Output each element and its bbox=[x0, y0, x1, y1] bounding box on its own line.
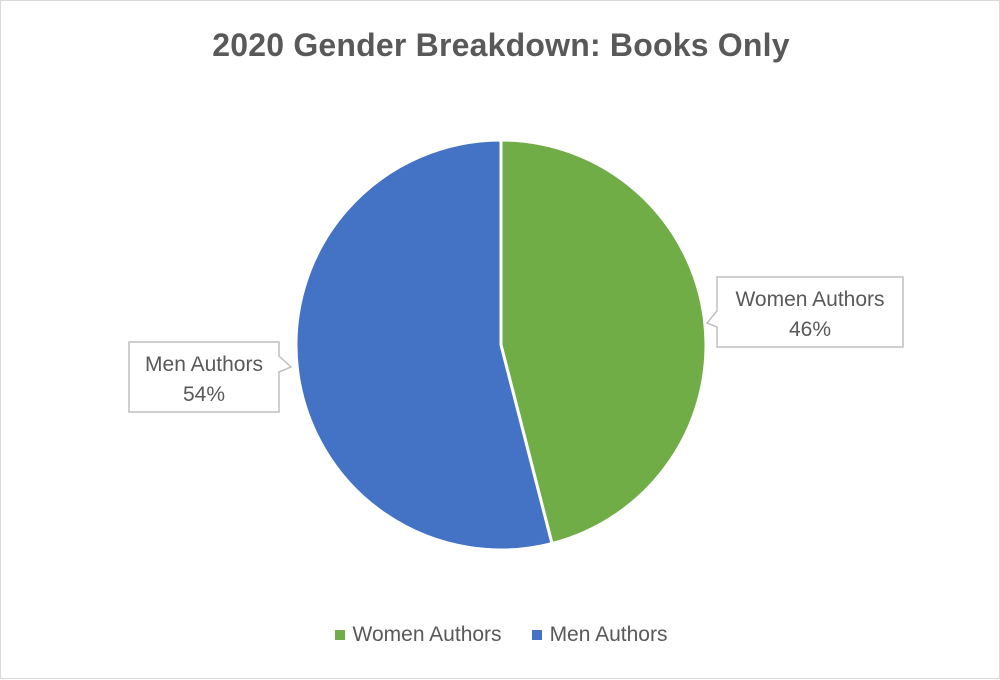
data-label-box-women bbox=[705, 276, 904, 348]
pie-slice-women bbox=[499, 138, 708, 546]
data-label-value-women: 46% bbox=[789, 318, 831, 341]
data-label-name-men: Men Authors bbox=[145, 353, 263, 376]
data-label-men: Men Authors 54% bbox=[128, 341, 293, 413]
data-label-box-men bbox=[128, 341, 293, 413]
legend-label-men: Men Authors bbox=[549, 623, 668, 646]
legend-swatch-men bbox=[531, 630, 542, 640]
legend-item-women: Women Authors bbox=[334, 623, 502, 647]
legend-label-women: Women Authors bbox=[352, 623, 502, 646]
data-label-value-men: 54% bbox=[183, 383, 225, 406]
legend-swatch-women bbox=[334, 630, 345, 640]
chart-legend: Women Authors Men Authors bbox=[1, 623, 1000, 647]
data-label-name-women: Women Authors bbox=[735, 288, 884, 311]
legend-item-men: Men Authors bbox=[531, 623, 668, 647]
chart-title: 2020 Gender Breakdown: Books Only bbox=[212, 27, 790, 63]
data-label-women: Women Authors 46% bbox=[705, 276, 904, 348]
pie-slice-men bbox=[294, 138, 554, 552]
